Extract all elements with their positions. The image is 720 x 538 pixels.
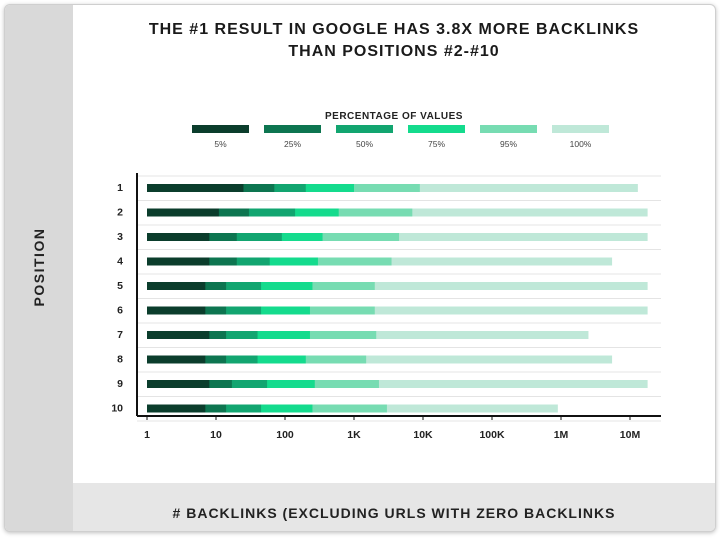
x-tick-label-1: 1: [144, 429, 150, 441]
position-label-2: 2: [117, 207, 123, 219]
legend-title: PERCENTAGE OF VALUES: [325, 111, 463, 122]
bar-row-9-p5: [147, 380, 210, 388]
x-tick-label-3: 100: [276, 429, 294, 441]
bar-row-2-p5: [147, 208, 219, 217]
x-tick-label-4: 1K: [347, 429, 361, 441]
position-label-3: 3: [117, 231, 123, 243]
bar-row-3-p5: [147, 233, 210, 241]
bar-row-10-p5: [147, 404, 206, 413]
bar-row-5-p100: [147, 282, 648, 290]
position-label-7: 7: [117, 329, 123, 341]
x-tick-label-2: 10: [210, 429, 222, 441]
position-label-5: 5: [117, 280, 123, 292]
chart-plot: 5% 25% 50% 75% 95% 100% 1 2 3 4 5 6 7 8 9 10 1 10 100 1K 10K…: [111, 125, 661, 441]
legend-swatch-3: [336, 125, 393, 133]
x-tick-label-8: 10M: [620, 429, 641, 441]
bar-row-5-p5: [147, 282, 206, 290]
position-label-10: 10: [111, 403, 123, 415]
legend-label-3: 50%: [356, 139, 373, 149]
bar-row-6-p5: [147, 306, 206, 315]
x-tick-label-5: 10K: [413, 429, 433, 441]
chart-title-line-1: THE #1 RESULT IN GOOGLE HAS 3.8X MORE BA…: [148, 21, 640, 38]
position-label-8: 8: [117, 354, 123, 366]
legend-label-4: 75%: [428, 139, 445, 149]
chart-title-line-2: THAN POSITIONS #2-#10: [288, 43, 500, 60]
bar-row-4-p5: [147, 257, 210, 266]
bar-row-9-p100: [147, 380, 648, 388]
x-tick-label-6: 100K: [479, 429, 505, 441]
y-axis-band: [5, 5, 73, 531]
legend-swatch-5: [480, 125, 537, 133]
position-label-4: 4: [117, 256, 123, 268]
bar-row-8-p5: [147, 355, 206, 364]
bar-row-1-p5: [147, 184, 244, 192]
legend-label-5: 95%: [500, 139, 517, 149]
legend-swatch-2: [264, 125, 321, 133]
bar-row-6-p100: [147, 306, 648, 315]
legend-swatch-1: [192, 125, 249, 133]
x-tick-label-7: 1M: [554, 429, 569, 441]
legend-label-2: 25%: [284, 139, 301, 149]
legend-label-6: 100%: [570, 139, 592, 149]
x-axis-title: # BACKLINKS (EXCLUDING URLS WITH ZERO BA…: [172, 505, 616, 521]
position-label-1: 1: [117, 182, 123, 194]
legend-swatch-6: [552, 125, 609, 133]
position-label-9: 9: [117, 378, 123, 390]
chart-title: THE #1 RESULT IN GOOGLE HAS 3.8X MORE BA…: [73, 19, 715, 63]
chart-frame: POSITION # BACKLINKS (EXCLUDING URLS WIT…: [4, 4, 716, 532]
position-label-6: 6: [117, 305, 123, 317]
legend-swatch-4: [408, 125, 465, 133]
legend-label-1: 5%: [214, 139, 227, 149]
x-axis-band: [73, 483, 715, 531]
bar-row-8-p100: [147, 355, 613, 364]
bar-row-7-p5: [147, 331, 210, 339]
